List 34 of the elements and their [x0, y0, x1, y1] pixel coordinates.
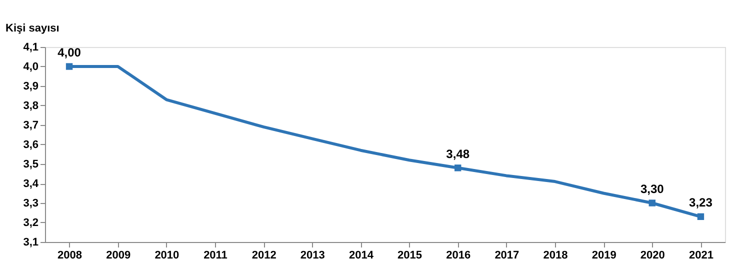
point [66, 63, 73, 70]
y-tick-label: 3,3 [23, 198, 38, 210]
x-tick-label: 2016 [446, 250, 471, 262]
data-label: 4,00 [58, 46, 82, 60]
x-tick-label: 2019 [592, 250, 616, 262]
data-label: 3,48 [446, 146, 470, 161]
y-tick-label: 3,6 [23, 139, 38, 151]
x-tick-label: 2008 [58, 250, 82, 262]
data-label: 3,30 [640, 182, 664, 196]
y-tick-label: 3,9 [23, 80, 38, 92]
point [454, 164, 462, 172]
data-label: 3,23 [689, 196, 713, 210]
x-tick-label: 2013 [300, 250, 325, 262]
point [648, 200, 656, 206]
y-tick-label: 4,0 [23, 61, 38, 73]
x-tick-label: 2021 [688, 250, 714, 262]
x-tick-label: 2014 [348, 250, 374, 262]
y-tick-label: 3,7 [23, 120, 38, 132]
x-tick-label: 2020 [640, 250, 665, 262]
y-tick-label: 3,8 [23, 100, 38, 112]
x-tick-label: 2012 [252, 250, 276, 262]
x-tick-label: 2018 [543, 250, 568, 262]
y-tick-label: 4,1 [23, 42, 38, 54]
y-tick-label: 3,5 [23, 158, 38, 170]
point [697, 213, 704, 220]
x-tick-label: 2015 [398, 250, 422, 262]
x-tick-label: 2009 [106, 250, 131, 262]
y-axis-title: Kişi sayısı [6, 22, 60, 34]
x-tick-label: 2011 [204, 250, 228, 262]
x-tick-label: 2010 [154, 250, 180, 262]
y-tick-label: 3,2 [23, 217, 38, 229]
y-tick-label: 3,1 [23, 236, 38, 248]
y-tick-label: 3,4 [23, 178, 40, 190]
x-tick-label: 2017 [494, 250, 520, 262]
